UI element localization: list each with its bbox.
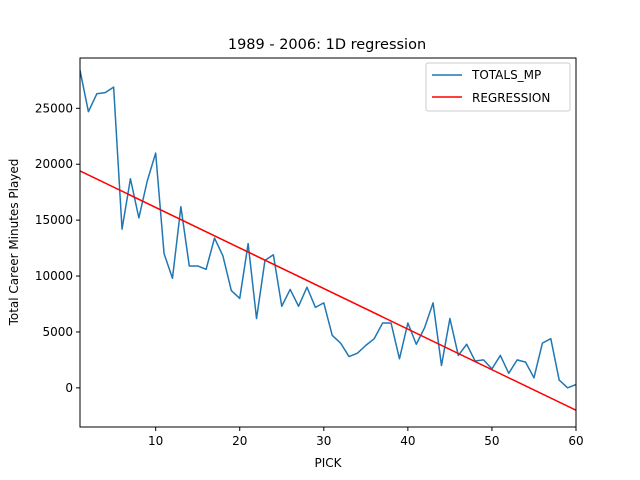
series-line-totals-mp — [80, 70, 576, 389]
x-axis: 10 20 30 40 50 60 — [148, 427, 584, 448]
legend-label-totals-mp: TOTALS_MP — [471, 68, 541, 82]
y-tick-label: 5000 — [42, 325, 73, 339]
y-tick-label: 10000 — [35, 269, 73, 283]
legend-label-regression: REGRESSION — [472, 91, 550, 105]
x-axis-label: PICK — [314, 456, 342, 470]
legend: TOTALS_MP REGRESSION — [425, 62, 571, 112]
series-line-regression — [80, 170, 576, 411]
y-axis-label: Total Career Minutes Played — [7, 159, 21, 327]
y-tick-label: 15000 — [35, 213, 73, 227]
plot-area — [80, 70, 576, 411]
y-tick-label: 25000 — [35, 101, 73, 115]
x-tick-label: 10 — [148, 434, 163, 448]
y-tick-label: 20000 — [35, 157, 73, 171]
plot-frame — [79, 57, 577, 428]
y-axis: 0 5000 10000 15000 20000 25000 — [35, 101, 80, 395]
chart-title: 1989 - 2006: 1D regression — [228, 37, 426, 53]
y-tick-label: 0 — [65, 381, 73, 395]
x-tick-label: 60 — [568, 434, 583, 448]
x-tick-label: 20 — [232, 434, 247, 448]
x-tick-label: 40 — [400, 434, 415, 448]
x-tick-label: 30 — [316, 434, 331, 448]
x-tick-label: 50 — [484, 434, 499, 448]
